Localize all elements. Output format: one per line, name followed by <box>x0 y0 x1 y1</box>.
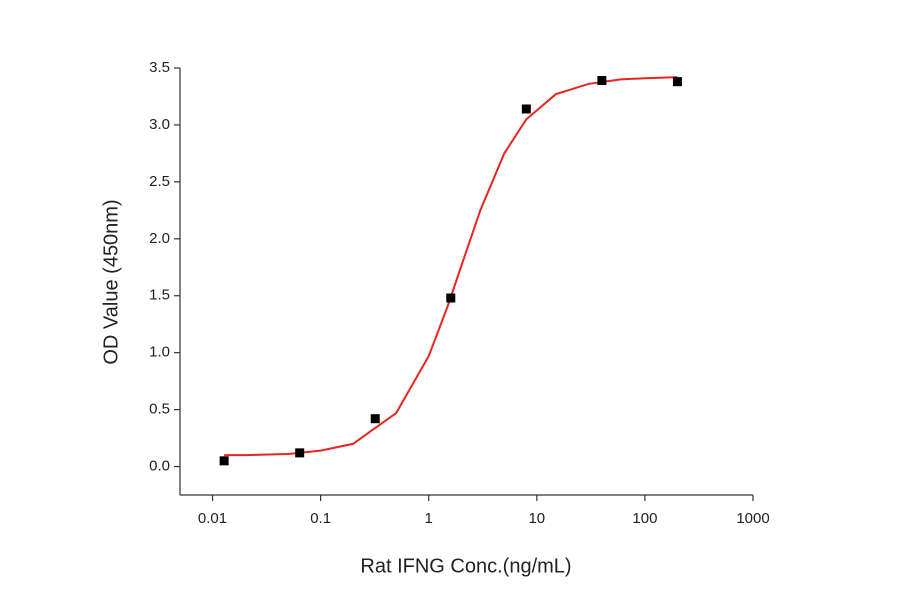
x-tick-label: 1 <box>425 510 433 527</box>
data-point <box>446 293 456 303</box>
data-point <box>597 76 607 86</box>
data-point <box>672 77 682 87</box>
data-point <box>219 456 229 466</box>
y-axis-title: OD Value (450nm) <box>100 199 122 364</box>
x-tick-label: 0.1 <box>310 510 331 527</box>
y-tick-label: 3.5 <box>149 59 170 76</box>
data-point <box>295 448 305 458</box>
x-axis-title: Rat IFNG Conc.(ng/mL) <box>360 555 571 577</box>
y-tick-label: 0.5 <box>149 401 170 418</box>
x-tick-label: 1000 <box>736 510 769 527</box>
y-tick-label: 1.5 <box>149 287 170 304</box>
x-tick-label: 0.01 <box>198 510 227 527</box>
y-tick-label: 0.0 <box>149 458 170 475</box>
y-tick-label: 3.0 <box>149 116 170 133</box>
x-tick-label: 100 <box>632 510 657 527</box>
data-point <box>521 104 531 114</box>
y-tick-label: 2.5 <box>149 173 170 190</box>
data-point <box>370 414 380 424</box>
fit-curve <box>224 76 678 457</box>
x-tick-label: 10 <box>528 510 545 527</box>
y-tick-label: 1.0 <box>149 344 170 361</box>
y-tick-label: 2.0 <box>149 230 170 247</box>
